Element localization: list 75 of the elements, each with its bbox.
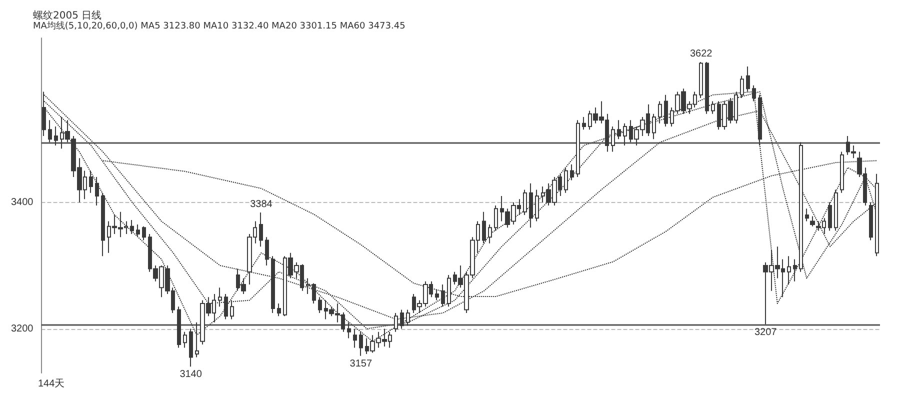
candlestick [42,91,46,136]
annotation: 3622 [690,48,713,60]
candlestick [570,164,574,181]
candlestick [265,236,269,266]
candlestick [805,208,809,222]
candlestick [799,142,803,272]
candlestick [406,309,410,326]
candlestick [306,278,310,294]
candlestick [347,322,351,339]
annotation: 3157 [350,358,372,370]
candlestick [664,94,668,127]
candlestick [564,167,568,194]
candlestick [435,289,439,301]
candlestick [611,126,615,152]
candlestick [869,202,873,241]
candlestick [218,287,222,308]
chart-subtitle: MA均线(5,10,20,60,0,0) MA5 3123.80 MA10 3132.40 MA20 3301.15 MA60 3473.45 [33,20,406,32]
candlestick [828,202,832,232]
candlestick [230,300,234,320]
candlestick [834,189,838,232]
candlestick [576,120,580,178]
candlestick [447,274,451,308]
annotation: 3207 [754,326,778,338]
candlestick [705,62,709,114]
candlestick [95,176,99,206]
candlestick [699,62,703,99]
candlestick [711,100,715,114]
candlestick [488,224,492,244]
candlestick [535,189,539,222]
candlestick [353,328,357,348]
candlestick [582,116,586,130]
candlestick [359,331,363,356]
y-tick-label: 3200 [10,323,34,334]
candlestick [494,205,498,232]
candlestick [400,309,404,330]
candlestick [787,256,791,286]
candlestick [840,151,844,194]
candlestick [189,328,193,368]
candlestick [746,66,750,92]
candlestick [482,211,486,244]
candlestick [177,306,181,348]
candlestick [740,75,744,99]
candlestick [195,322,199,358]
candlestick [224,293,228,320]
annotation: 3384 [250,198,273,210]
candlestick [48,120,52,143]
candlestick [523,189,527,216]
candlestick [394,312,398,332]
candlestick [793,258,797,282]
text: 144天 [38,378,65,390]
candlestick [652,113,656,140]
candlestick [271,256,275,314]
chart-title: 螺纹2005 日线 [33,10,102,22]
candlestick [136,224,140,238]
candlestick [810,216,815,227]
candlestick [101,192,105,257]
candlestick [617,120,621,140]
candlestick [752,84,756,102]
candlestick [529,182,533,228]
candlestick [54,126,58,146]
candlestick [318,296,322,314]
candlestick [658,100,662,124]
candlestick [623,122,627,146]
candlestick [758,94,762,146]
y-tick-label: 3400 [10,196,34,208]
annotation: 3140 [180,369,202,380]
candlestick [130,220,134,234]
candlestick [312,282,316,304]
candlestick [259,212,263,248]
candlestick [183,331,187,348]
candlestick [277,302,281,317]
candlestick [142,226,146,241]
candlestick [875,173,879,257]
candlestick [89,170,93,194]
candlestick [441,284,445,308]
